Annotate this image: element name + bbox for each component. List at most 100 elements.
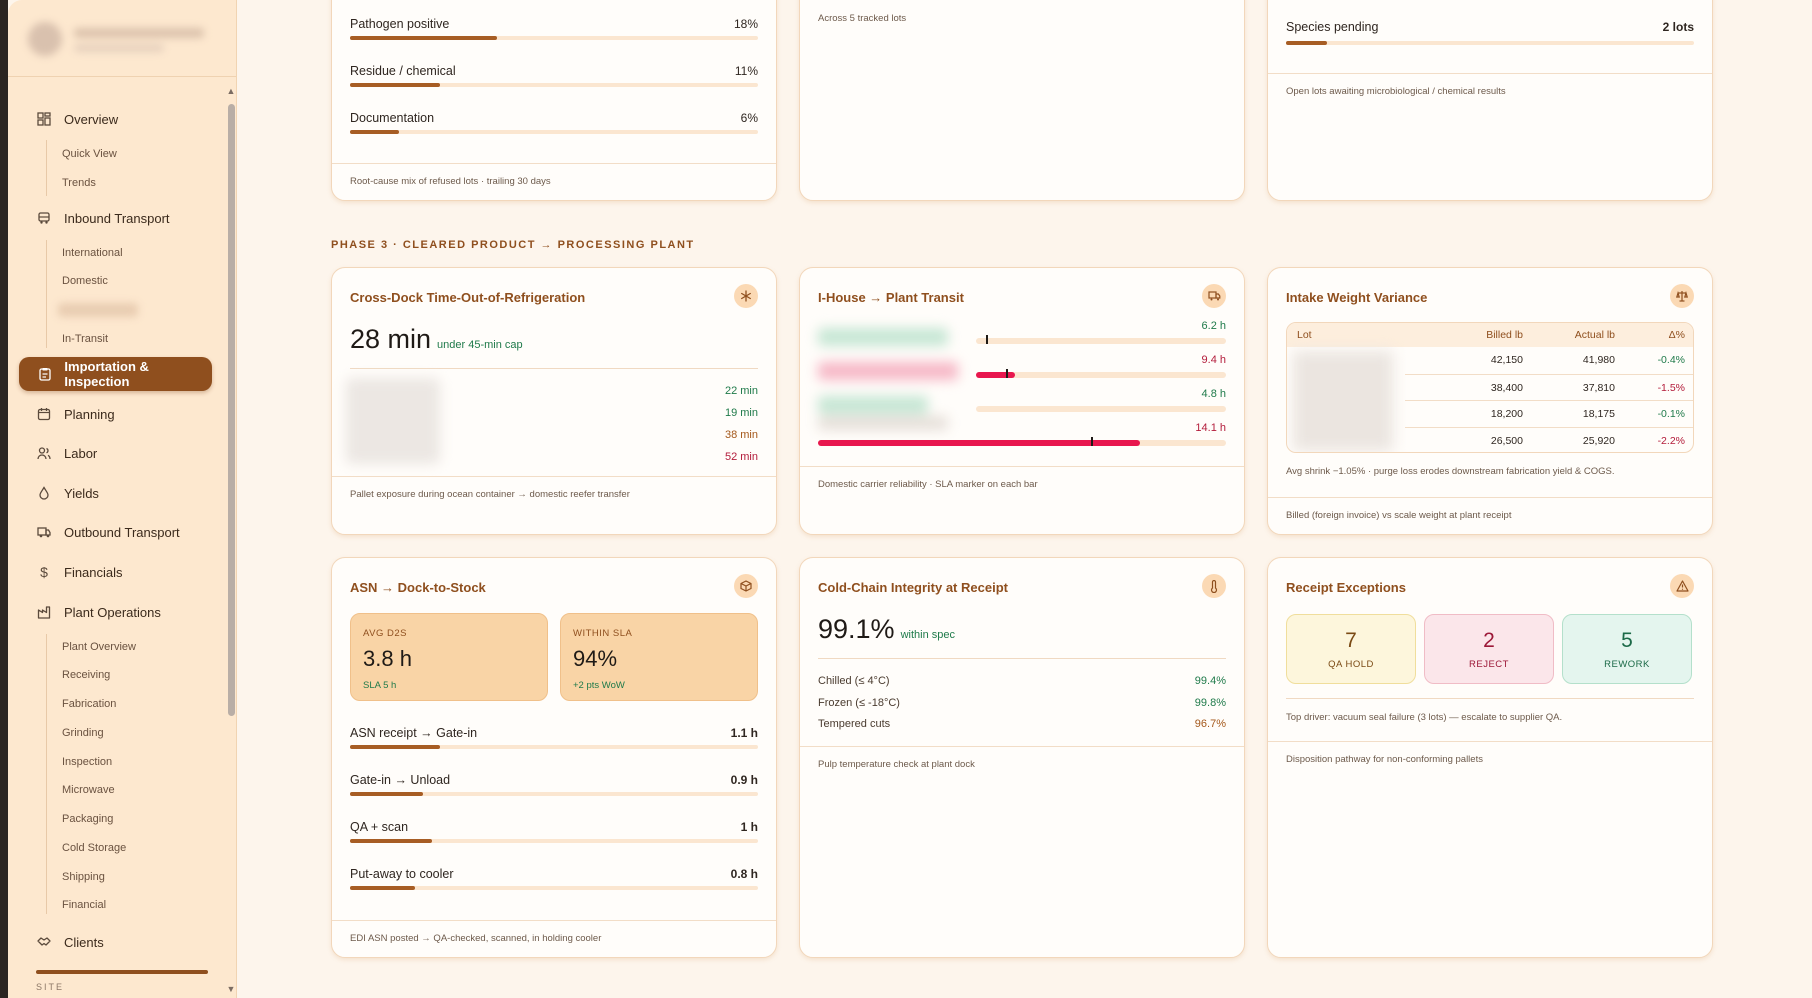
nav-inbound-transport[interactable]: Inbound Transport [18,201,212,235]
nav-overview[interactable]: Overview [18,102,212,136]
exception-box[interactable]: 7 QA HOLD [1286,614,1416,684]
scale-icon[interactable] [1670,284,1694,308]
nav-label: Yields [64,485,99,501]
nav-label: Outbound Transport [64,524,180,540]
nav-sub-plant-overview[interactable]: Plant Overview [62,641,136,653]
nav-yields[interactable]: Yields [18,476,212,510]
stage-bar [350,745,440,749]
table-cell: 42,150 [1490,354,1523,366]
nav-label: Importation & Inspection [64,359,149,389]
table-cell: 18,200 [1490,408,1523,420]
warning-icon[interactable] [1670,574,1694,598]
nav-sub-trends[interactable]: Trends [62,177,96,189]
nav-labor[interactable]: Labor [18,436,212,470]
nav-sub-fabrication[interactable]: Fabrication [62,698,117,710]
card-note: Across 5 tracked lots [818,13,907,24]
nav-sub-grinding[interactable]: Grinding [62,727,104,739]
stage-value: 1.1 h [730,726,758,740]
site-section-label: SITE [36,982,65,992]
calendar-icon [36,406,52,422]
nav-plant-operations[interactable]: Plant Operations [18,595,212,629]
temp-value: 99.8% [1194,696,1226,709]
card-footer: Root-cause mix of refused lots · trailin… [332,163,776,199]
table-cell: -1.5% [1657,381,1685,394]
nav-sub-quick-view[interactable]: Quick View [62,148,117,160]
nav-planning[interactable]: Planning [18,397,212,431]
nav-label: Labor [64,445,98,461]
big-value: 99.1% [818,614,895,644]
nav-financials[interactable]: $ Financials [18,555,212,589]
scroll-down-arrow[interactable]: ▼ [226,984,236,994]
nav-sub-receiving[interactable]: Receiving [62,669,111,681]
sidebar: Overview Quick View Trends Inbound Trans… [8,0,237,998]
thermometer-icon[interactable] [1202,574,1226,598]
exception-count: 7 [1345,629,1357,652]
card-footer: Pulp temperature check at plant dock [800,746,1244,782]
nav-sub-microwave[interactable]: Microwave [62,784,115,796]
nav-sub-shipping[interactable]: Shipping [62,871,105,883]
card-footer: Pallet exposure during ocean container →… [332,476,776,512]
tor-value: 22 min [724,385,758,397]
stage-label: Put-away to cooler [350,867,454,881]
snowflake-icon[interactable] [734,284,758,308]
refusal-bar [350,36,497,40]
nav-sub-international[interactable]: International [62,247,123,259]
card-note: Avg shrink −1.05% · purge loss erodes do… [1286,466,1615,477]
sla-marker [986,335,988,344]
exception-label: REJECT [1469,659,1509,670]
transit-bar [818,440,1141,446]
exception-box[interactable]: 2 REJECT [1424,614,1554,684]
nav-sub-inspection[interactable]: Inspection [62,756,113,768]
table-row: 38,400 37,810 -1.5% [1405,373,1693,401]
refusal-row: Residue / chemical 11% [350,64,758,87]
transit-track [818,437,1226,446]
stage-value: 1 h [740,820,758,834]
nav-sub-redacted[interactable] [58,303,138,317]
transit-row: 14.1 h [800,422,1244,448]
nav-clients[interactable]: Clients [18,925,212,959]
nav-label: Overview [64,111,119,127]
factory-icon [36,604,52,620]
box-icon[interactable] [734,574,758,598]
temp-row: Chilled (≤ 4°C) 99.4% [818,671,1226,693]
exception-box[interactable]: 5 REWORK [1562,614,1692,684]
card-species-pending: Species pending 2 lots Open lots awaitin… [1267,0,1713,201]
nav-sub-in-transit[interactable]: In-Transit [62,333,109,345]
redacted-lot-list [346,378,440,464]
transit-row: 9.4 h [800,354,1244,380]
nav-sub-packaging[interactable]: Packaging [62,813,114,825]
clipboard-icon [37,366,52,382]
truck-icon [36,524,52,540]
weight-table: Lot Billed lb Actual lb Δ% 42,150 41,980 -… [1286,322,1694,453]
transit-bar [976,372,1015,378]
redacted-carrier-list [814,320,964,432]
truck-icon[interactable] [1202,284,1226,308]
card-receipt-exceptions: Receipt Exceptions 7 QA HOLD 2 REJECT 5 REWOR… [1267,557,1713,958]
kpi-subtext: SLA 5 h [363,680,397,691]
scroll-thumb[interactable] [228,104,235,716]
stage-label: ASN receipt → Gate-in [350,726,478,740]
stage-bar [350,886,416,890]
scroll-up-arrow[interactable]: ▲ [226,86,236,96]
table-cell: -2.2% [1657,434,1685,447]
card-refusal-mix: Pathogen positive 18% Residue / chemical… [331,0,777,201]
kpi-avg-d2s: AVG D2S 3.8 h SLA 5 h [350,613,548,701]
nav-outbound-transport[interactable]: Outbound Transport [18,515,212,549]
temp-value: 99.4% [1194,675,1226,687]
tor-value: 38 min [724,429,758,441]
sidebar-scrollbar[interactable]: ▲ ▼ [224,86,236,994]
stage-row: Put-away to cooler 0.8 h [350,867,758,890]
nav-importation-inspection[interactable]: Importation & Inspection [19,357,212,391]
temp-value: 96.7% [1194,718,1226,730]
col-header: Billed lb [1486,329,1523,341]
transit-track [976,369,1226,378]
card-footer: Billed (foreign invoice) vs scale weight… [1268,497,1712,533]
tor-values: 22 min 19 min 38 min 52 min [725,380,758,468]
brand-logo [22,16,222,64]
refusal-label: Residue / chemical [350,64,456,78]
nav-sub-cold-storage[interactable]: Cold Storage [62,842,127,854]
nav-sub-financial[interactable]: Financial [62,899,107,911]
nav-sub-domestic[interactable]: Domestic [62,275,108,287]
card-note: Top driver: vacuum seal failure (3 lots)… [1286,712,1563,723]
kpi-label: WITHIN SLA [573,628,633,639]
